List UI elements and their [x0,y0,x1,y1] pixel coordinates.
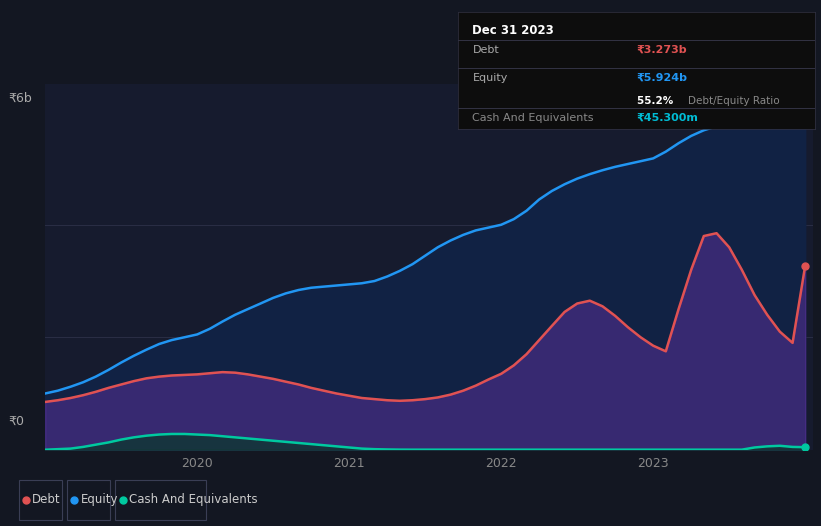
Text: ₹5.924b: ₹5.924b [637,73,688,83]
Text: ₹0: ₹0 [8,415,25,428]
Text: Equity: Equity [472,73,507,83]
Text: Debt: Debt [472,45,499,55]
Text: Cash And Equivalents: Cash And Equivalents [472,113,594,123]
Text: ₹45.300m: ₹45.300m [637,113,699,123]
Text: Cash And Equivalents: Cash And Equivalents [129,493,258,506]
Text: 55.2%: 55.2% [637,96,677,106]
Text: Debt/Equity Ratio: Debt/Equity Ratio [689,96,780,106]
Text: ₹3.273b: ₹3.273b [637,45,687,55]
Text: Debt: Debt [32,493,61,506]
Text: ₹6b: ₹6b [8,92,32,105]
Text: Dec 31 2023: Dec 31 2023 [472,24,554,37]
Text: Equity: Equity [80,493,118,506]
